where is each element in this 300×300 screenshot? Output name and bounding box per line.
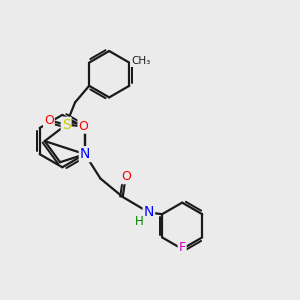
Text: N: N bbox=[80, 147, 90, 161]
Text: N: N bbox=[144, 206, 154, 219]
Text: F: F bbox=[178, 241, 186, 254]
Text: CH₃: CH₃ bbox=[131, 56, 150, 66]
Text: O: O bbox=[44, 114, 54, 127]
Text: O: O bbox=[121, 170, 130, 183]
Text: H: H bbox=[135, 215, 144, 228]
Text: S: S bbox=[62, 118, 70, 132]
Text: O: O bbox=[78, 120, 88, 133]
